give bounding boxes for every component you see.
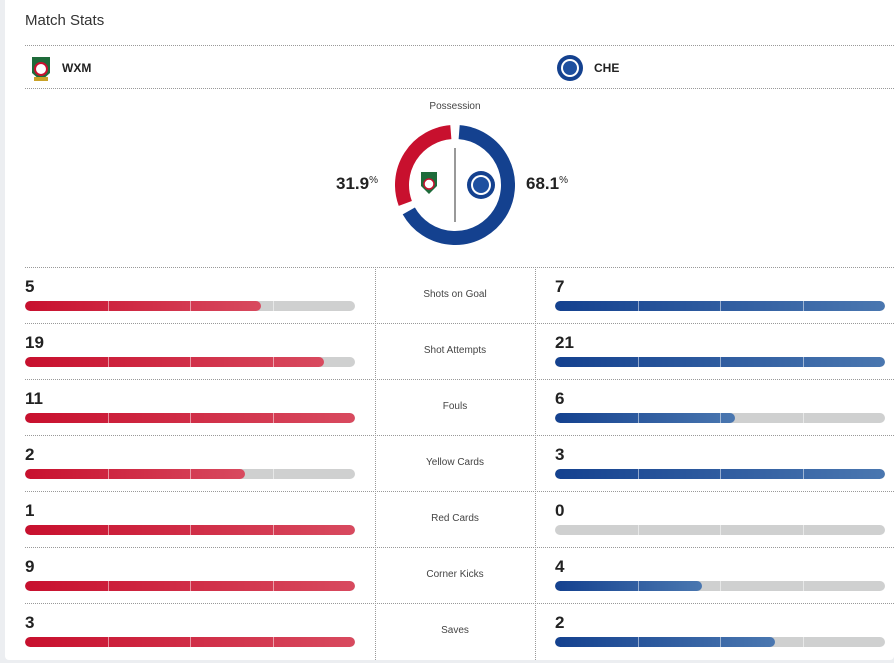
home-stat-bar	[25, 637, 355, 647]
home-stat-fill	[25, 469, 246, 479]
stat-label: Red Cards	[431, 513, 479, 524]
column-divider	[535, 267, 536, 660]
home-stat-fill	[25, 357, 324, 367]
wrexham-crest-icon	[421, 172, 437, 194]
divider	[25, 379, 894, 380]
home-stat-value: 9	[25, 557, 35, 576]
away-stat-bar	[555, 469, 885, 479]
away-stat-value: 0	[555, 501, 565, 520]
stat-row: 2 Yellow Cards 3	[20, 435, 894, 491]
divider	[25, 45, 894, 46]
stat-label: Saves	[441, 625, 469, 636]
divider	[25, 547, 894, 548]
home-stat-value: 3	[25, 613, 35, 632]
chelsea-crest-icon	[467, 171, 495, 199]
stat-row: 1 Red Cards 0	[20, 491, 894, 547]
divider	[25, 603, 894, 604]
away-stat-value: 3	[555, 445, 565, 464]
away-stat-bar	[555, 301, 885, 311]
away-possession-arc	[402, 125, 515, 245]
home-team[interactable]: WXM	[30, 54, 91, 82]
home-stat-bar	[25, 581, 355, 591]
chelsea-crest-icon	[557, 55, 583, 81]
home-stat-value: 1	[25, 501, 35, 520]
home-possession: 31.9%	[336, 174, 378, 193]
possession-donut	[395, 125, 515, 245]
away-stat-value: 7	[555, 277, 565, 296]
divider	[25, 267, 894, 268]
away-possession: 68.1%	[526, 174, 568, 193]
stat-label: Yellow Cards	[426, 457, 484, 468]
away-team[interactable]: CHE	[556, 54, 619, 82]
away-stat-value: 4	[555, 557, 565, 576]
stat-row: 11 Fouls 6	[20, 379, 894, 435]
possession-label: Possession	[429, 101, 481, 112]
away-stat-fill	[555, 413, 735, 423]
away-stat-bar	[555, 357, 885, 367]
home-stat-bar	[25, 301, 355, 311]
teams-header: WXM CHE	[25, 46, 894, 88]
stat-row: 19 Shot Attempts 21	[20, 323, 894, 379]
away-stat-fill	[555, 637, 776, 647]
stat-label: Shot Attempts	[423, 345, 487, 356]
stat-row: 5 Shots on Goal 7	[20, 267, 894, 323]
divider	[25, 88, 894, 89]
divider	[25, 323, 894, 324]
divider	[25, 435, 894, 436]
home-stat-value: 19	[25, 333, 44, 352]
home-stat-bar	[25, 357, 355, 367]
away-stat-bar	[555, 525, 885, 535]
home-stat-fill	[25, 301, 261, 311]
home-team-abbr: WXM	[62, 61, 92, 75]
stat-label: Fouls	[442, 401, 468, 412]
away-stat-value: 6	[555, 389, 565, 408]
home-stat-bar	[25, 413, 355, 423]
section-title: Match Stats	[25, 12, 105, 29]
column-divider	[375, 267, 376, 660]
away-stat-bar	[555, 637, 885, 647]
stat-label: Shots on Goal	[423, 289, 487, 300]
home-stat-bar	[25, 469, 355, 479]
match-stats-card: Match Stats WXM CHE	[5, 0, 894, 660]
wrexham-crest-icon	[32, 57, 50, 81]
away-stat-value: 21	[555, 333, 574, 352]
home-stat-value: 11	[25, 389, 43, 408]
home-stat-bar	[25, 525, 355, 535]
away-team-abbr: CHE	[594, 61, 620, 75]
stat-row: 3 Saves 2	[20, 603, 894, 659]
stat-row: 9 Corner Kicks 4	[20, 547, 894, 603]
divider	[25, 491, 894, 492]
home-possession-arc	[395, 125, 452, 206]
away-stat-fill	[555, 581, 702, 591]
stat-label: Corner Kicks	[426, 569, 484, 580]
away-stat-value: 2	[555, 613, 565, 632]
away-stat-bar	[555, 413, 885, 423]
away-stat-bar	[555, 581, 885, 591]
home-stat-value: 5	[25, 277, 35, 296]
home-stat-value: 2	[25, 445, 35, 464]
